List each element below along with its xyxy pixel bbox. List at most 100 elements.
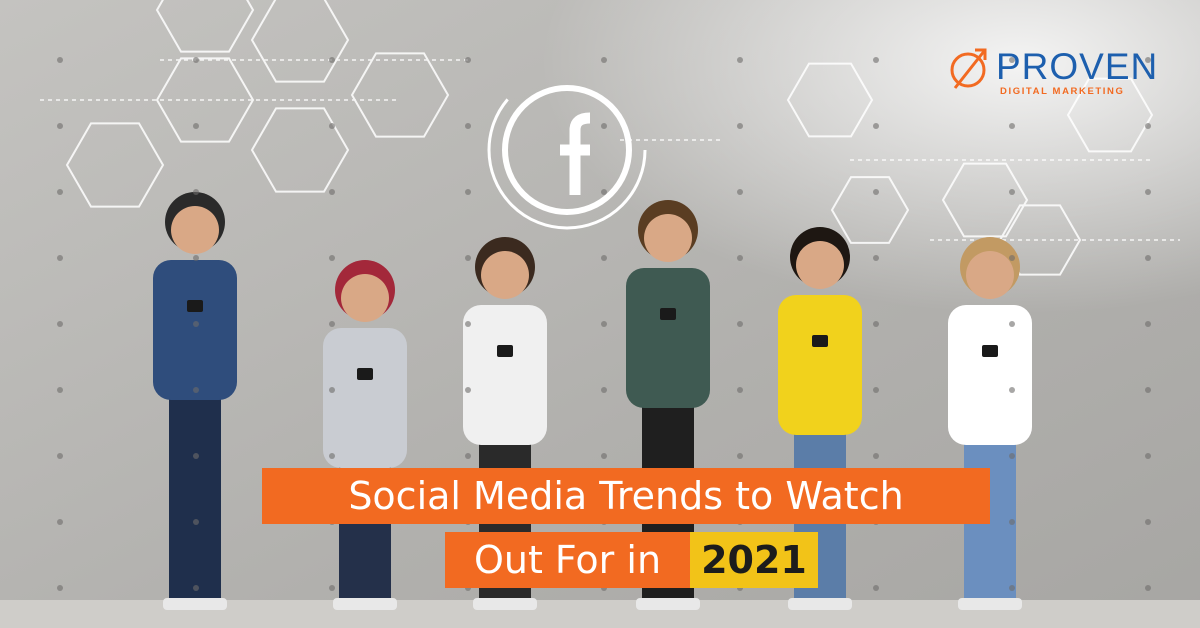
head (481, 251, 529, 299)
phone (497, 345, 513, 357)
wall-hole (601, 123, 607, 129)
wall-hole (1145, 123, 1151, 129)
shoes (636, 598, 700, 610)
wall-hole (1145, 255, 1151, 261)
wall-hole (1009, 453, 1015, 459)
hexagon (830, 176, 910, 244)
wall-hole (1009, 57, 1015, 63)
hexagon (1066, 77, 1154, 153)
wall-hole (329, 453, 335, 459)
hexagon (350, 52, 450, 138)
wall-hole (737, 123, 743, 129)
shoes (958, 598, 1022, 610)
wall-hole (57, 453, 63, 459)
icon-arrow (953, 48, 987, 89)
wall-hole (737, 57, 743, 63)
ring (502, 85, 632, 215)
wall-hole (1009, 189, 1015, 195)
wall-hole (193, 255, 199, 261)
wall-hole (873, 189, 879, 195)
hexagon (786, 62, 874, 138)
shoes (788, 598, 852, 610)
wall-hole (329, 57, 335, 63)
hexagon (250, 0, 350, 83)
wall-hole (1145, 585, 1151, 591)
wall-hole (329, 387, 335, 393)
head (796, 241, 844, 289)
head (341, 274, 389, 322)
headline-line: Out For in (445, 532, 690, 588)
phone (812, 335, 828, 347)
phone (982, 345, 998, 357)
wall-hole (601, 255, 607, 261)
torso (463, 305, 547, 445)
wall-hole (601, 453, 607, 459)
wall-hole (465, 453, 471, 459)
torso (626, 268, 710, 408)
wall-hole (1145, 321, 1151, 327)
wall-hole (465, 387, 471, 393)
wall-hole (873, 255, 879, 261)
hexagon (941, 162, 1029, 238)
facebook-icon (487, 70, 647, 230)
wall-hole (193, 387, 199, 393)
wall-hole (193, 585, 199, 591)
wall-hole (873, 123, 879, 129)
wall-hole (1145, 453, 1151, 459)
wall-hole (57, 387, 63, 393)
wall-hole (465, 321, 471, 327)
wall-hole (1009, 321, 1015, 327)
head (966, 251, 1014, 299)
person (948, 237, 1032, 610)
wall-hole (193, 519, 199, 525)
wall-hole (873, 321, 879, 327)
wall-hole (1145, 519, 1151, 525)
logo-name: PROVEN (996, 46, 1159, 87)
wall-hole (873, 453, 879, 459)
wall-hole (57, 189, 63, 195)
wall-hole (329, 585, 335, 591)
torso (778, 295, 862, 435)
wall-hole (57, 519, 63, 525)
wall-hole (57, 585, 63, 591)
person (153, 192, 237, 610)
wall-hole (465, 57, 471, 63)
wall-hole (1009, 585, 1015, 591)
wall-hole (193, 57, 199, 63)
phone (187, 300, 203, 312)
wall-hole (737, 321, 743, 327)
hexagon (155, 0, 255, 53)
logo-tagline: DIGITAL MARKETING (1000, 86, 1125, 97)
torso (153, 260, 237, 400)
wall-hole (329, 189, 335, 195)
wall-hole (465, 255, 471, 261)
shoes (473, 598, 537, 610)
hexagon (250, 107, 350, 193)
wall-hole (193, 321, 199, 327)
icon-ring (950, 52, 986, 88)
wall-hole (873, 57, 879, 63)
wall-hole (737, 255, 743, 261)
legs (169, 390, 221, 610)
hexagon (65, 122, 165, 208)
wall-hole (193, 189, 199, 195)
hex-network (40, 0, 1180, 276)
wall-hole (465, 123, 471, 129)
wall-hole (873, 387, 879, 393)
wall-hole (329, 321, 335, 327)
wall-hole (601, 57, 607, 63)
wall-hole (601, 321, 607, 327)
wall-hole (329, 255, 335, 261)
wall-hole (737, 189, 743, 195)
f-letter (560, 112, 591, 195)
shoes (163, 598, 227, 610)
wall-hole (737, 387, 743, 393)
wall-hole (737, 453, 743, 459)
wall-hole (1009, 387, 1015, 393)
wall-hole (601, 387, 607, 393)
wall-hole (601, 189, 607, 195)
headline-line: Social Media Trends to Watch (262, 468, 990, 524)
wall-hole (1009, 123, 1015, 129)
wall-hole (1009, 255, 1015, 261)
